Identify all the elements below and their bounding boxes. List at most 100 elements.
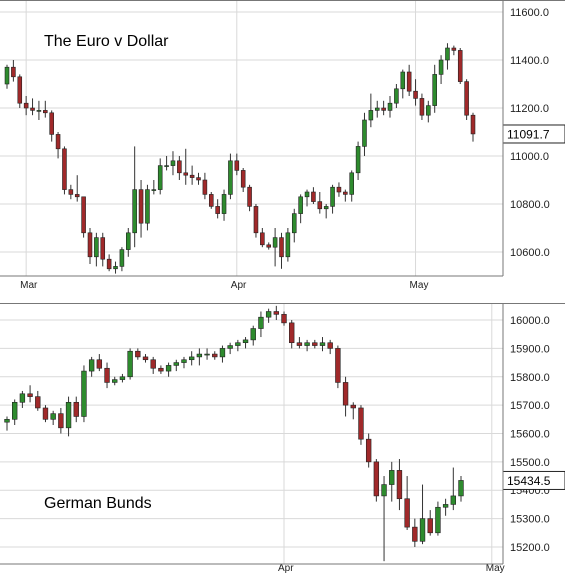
- candle-body: [404, 498, 410, 528]
- candle-body: [81, 370, 87, 417]
- candle: [135, 348, 141, 360]
- candle-body: [181, 359, 187, 363]
- candle: [266, 242, 272, 250]
- candle-body: [188, 356, 195, 361]
- candle: [4, 64, 10, 89]
- candle: [362, 112, 367, 156]
- candle: [289, 320, 295, 349]
- candle: [450, 467, 456, 511]
- candle: [42, 405, 49, 423]
- candle: [273, 305, 280, 321]
- candle-body: [265, 311, 272, 318]
- candle: [127, 348, 133, 380]
- candle-body: [36, 110, 42, 112]
- month-label: Apr: [278, 563, 294, 574]
- candle: [202, 172, 208, 200]
- candle-body: [221, 194, 227, 214]
- candle: [208, 192, 214, 209]
- candle: [65, 396, 72, 437]
- candle-body: [289, 322, 295, 344]
- month-label: May: [486, 563, 505, 574]
- candle-body: [150, 359, 156, 369]
- candle-body: [212, 353, 218, 358]
- candle-body: [464, 81, 469, 116]
- candle: [157, 158, 163, 195]
- candle: [4, 416, 10, 431]
- candle: [177, 156, 182, 180]
- candle-body: [470, 114, 476, 135]
- candle-body: [151, 189, 157, 191]
- candle: [188, 351, 195, 366]
- candle-body: [445, 47, 450, 61]
- candle: [258, 311, 264, 338]
- candle: [240, 168, 246, 192]
- candle-body: [227, 345, 233, 349]
- candle-body: [189, 174, 195, 178]
- german-bunds-price-axis: 15200.015300.015400.015500.015600.015700…: [510, 315, 550, 554]
- candle-body: [42, 407, 49, 420]
- candle-body: [374, 107, 380, 111]
- candle-body: [208, 194, 214, 207]
- candle: [17, 74, 23, 108]
- candle: [279, 232, 284, 269]
- candle: [173, 359, 179, 372]
- candle-body: [126, 232, 131, 250]
- candle: [242, 337, 249, 349]
- candle-body: [138, 189, 144, 224]
- candle-body: [100, 237, 106, 260]
- candle-body: [419, 518, 426, 542]
- candle-body: [426, 105, 431, 116]
- candle: [350, 402, 356, 420]
- y-tick-label: 15800.0: [510, 372, 550, 384]
- candle-body: [219, 348, 226, 358]
- candle: [170, 151, 176, 176]
- candle: [336, 182, 342, 197]
- candle: [442, 498, 449, 516]
- candle-body: [65, 401, 72, 429]
- candle: [445, 43, 450, 70]
- candle-body: [253, 206, 259, 234]
- candle: [228, 153, 233, 200]
- candle: [212, 351, 218, 360]
- candle: [311, 187, 316, 204]
- candle: [88, 356, 95, 377]
- candle-body: [62, 148, 67, 190]
- candle: [298, 194, 303, 224]
- y-tick-label: 11600.0: [510, 7, 549, 19]
- candle: [419, 484, 426, 545]
- candle-body: [74, 194, 80, 198]
- candle-body: [35, 396, 41, 409]
- candle-body: [350, 404, 356, 409]
- candle: [96, 354, 103, 372]
- candle-body: [457, 50, 463, 82]
- candle: [323, 204, 329, 219]
- candle-body: [215, 206, 220, 214]
- candle: [126, 228, 131, 257]
- candle-body: [451, 47, 457, 51]
- german-bunds-candles: [4, 305, 464, 562]
- candle: [432, 64, 437, 113]
- german-bunds-grid: [0, 303, 503, 564]
- candle: [427, 510, 433, 536]
- candle-body: [58, 413, 64, 429]
- candle-body: [362, 119, 367, 147]
- candle: [342, 376, 349, 417]
- candle-body: [94, 237, 99, 258]
- candle-body: [27, 393, 33, 397]
- candle-body: [158, 367, 164, 372]
- candle: [419, 93, 425, 120]
- candle: [470, 112, 476, 142]
- german-bunds-month-axis: Apr May: [278, 563, 505, 574]
- candle: [204, 348, 210, 360]
- candle-body: [132, 189, 137, 234]
- candle-body: [183, 172, 189, 176]
- candle: [235, 339, 241, 352]
- candle-body: [319, 342, 326, 346]
- german-bunds-last-price: 15434.5: [502, 470, 565, 490]
- candle-body: [432, 74, 437, 106]
- candle-body: [291, 213, 297, 234]
- candle: [260, 228, 265, 248]
- candle: [304, 339, 310, 352]
- candle: [355, 141, 361, 180]
- euro-dollar-last-price: 11091.7: [502, 124, 565, 144]
